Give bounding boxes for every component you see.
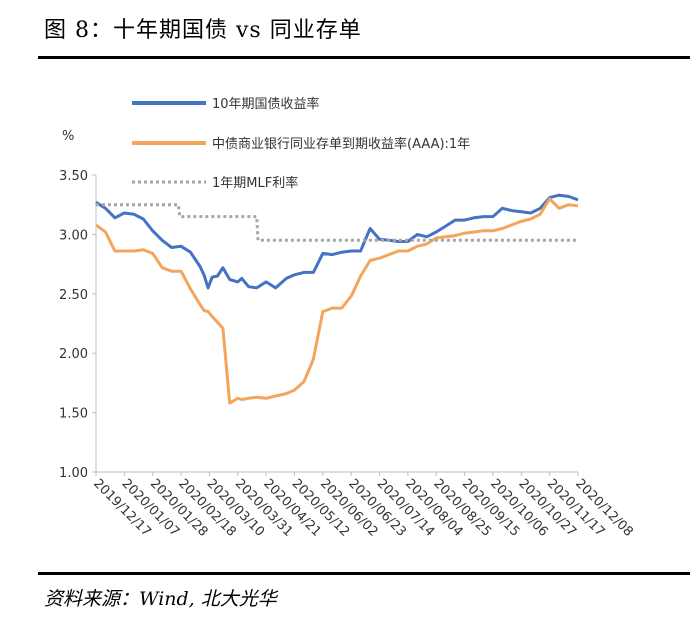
- legend-label: 1年期MLF利率: [212, 175, 298, 191]
- x-axis: 2019/12/172020/01/072020/01/282020/02/18…: [90, 471, 636, 540]
- series-line: [95, 197, 579, 405]
- legend-label: 中债商业银行同业存单到期收益率(AAA):1年: [212, 136, 470, 152]
- y-tick-label: 2.00: [59, 347, 88, 362]
- bottom-rule: [38, 572, 690, 575]
- y-axis-unit: %: [62, 129, 74, 144]
- figure-title: 图 8：十年期国债 vs 同业存单: [44, 18, 362, 43]
- top-rule: [38, 56, 690, 59]
- series-layer: [95, 193, 579, 405]
- y-tick-label: 1.00: [59, 466, 88, 481]
- y-tick-label: 1.50: [59, 407, 88, 422]
- y-tick-label: 2.50: [59, 288, 88, 303]
- legend-label: 10年期国债收益率: [212, 96, 320, 112]
- y-tick-label: 3.00: [59, 228, 88, 243]
- y-axis: 1.00 1.50 2.00 2.50 3.00 3.50: [59, 169, 97, 481]
- series-line: [95, 193, 579, 290]
- y-tick-label: 3.50: [59, 169, 88, 184]
- source-note: 资料来源：Wind, 北大光华: [44, 588, 277, 610]
- series-line: [96, 203, 578, 242]
